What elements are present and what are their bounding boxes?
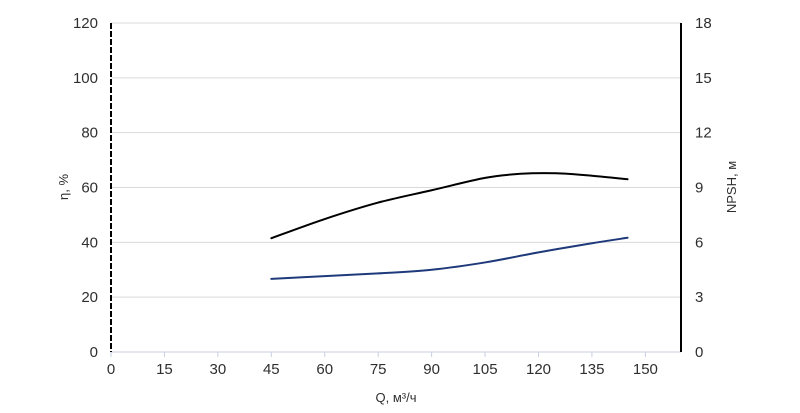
y-left-tick-label: 20	[81, 289, 98, 306]
x-tick-label: 150	[633, 361, 658, 378]
y-left-tick-label: 40	[81, 234, 98, 251]
y-right-tick-label: 15	[695, 70, 712, 87]
y-left-axis-label: η, %	[56, 174, 71, 200]
y-left-tick-label: 80	[81, 125, 98, 142]
axes-layer: 0 15 30 45 60 75 90 105 120 135 150020406080100120…	[73, 15, 712, 378]
y-right-tick-label: 12	[695, 125, 712, 142]
x-tick-label: 135	[579, 361, 604, 378]
y-right-tick-label: 0	[695, 344, 703, 361]
y-right-tick-label: 18	[695, 15, 712, 32]
x-tick-label: 90	[423, 361, 440, 378]
y-left-tick-label: 120	[73, 15, 98, 32]
y-right-tick-label: 9	[695, 180, 703, 197]
x-tick-label: 105	[473, 361, 498, 378]
labels-layer: Q, м³/ч η, % NPSH, м	[56, 161, 739, 405]
x-tick-label: 120	[526, 361, 551, 378]
x-tick-label: 30	[210, 361, 227, 378]
y-right-tick-label: 6	[695, 234, 703, 251]
x-tick-label: 15	[156, 361, 173, 378]
x-tick-label: 75	[370, 361, 387, 378]
y-left-tick-label: 100	[73, 70, 98, 87]
y-left-tick-label: 0	[90, 344, 98, 361]
series-layer	[270, 172, 629, 280]
y-right-tick-label: 3	[695, 289, 703, 306]
x-tick-label: 0	[107, 361, 115, 378]
npsh-curve-line	[270, 236, 629, 280]
x-tick-label: 60	[316, 361, 333, 378]
efficiency-curve-line	[270, 172, 629, 240]
y-right-axis-label: NPSH, м	[724, 161, 739, 213]
x-tick-label: 45	[263, 361, 280, 378]
grid-layer	[111, 22, 681, 298]
x-axis-label: Q, м³/ч	[376, 390, 417, 405]
y-left-tick-label: 60	[81, 180, 98, 197]
